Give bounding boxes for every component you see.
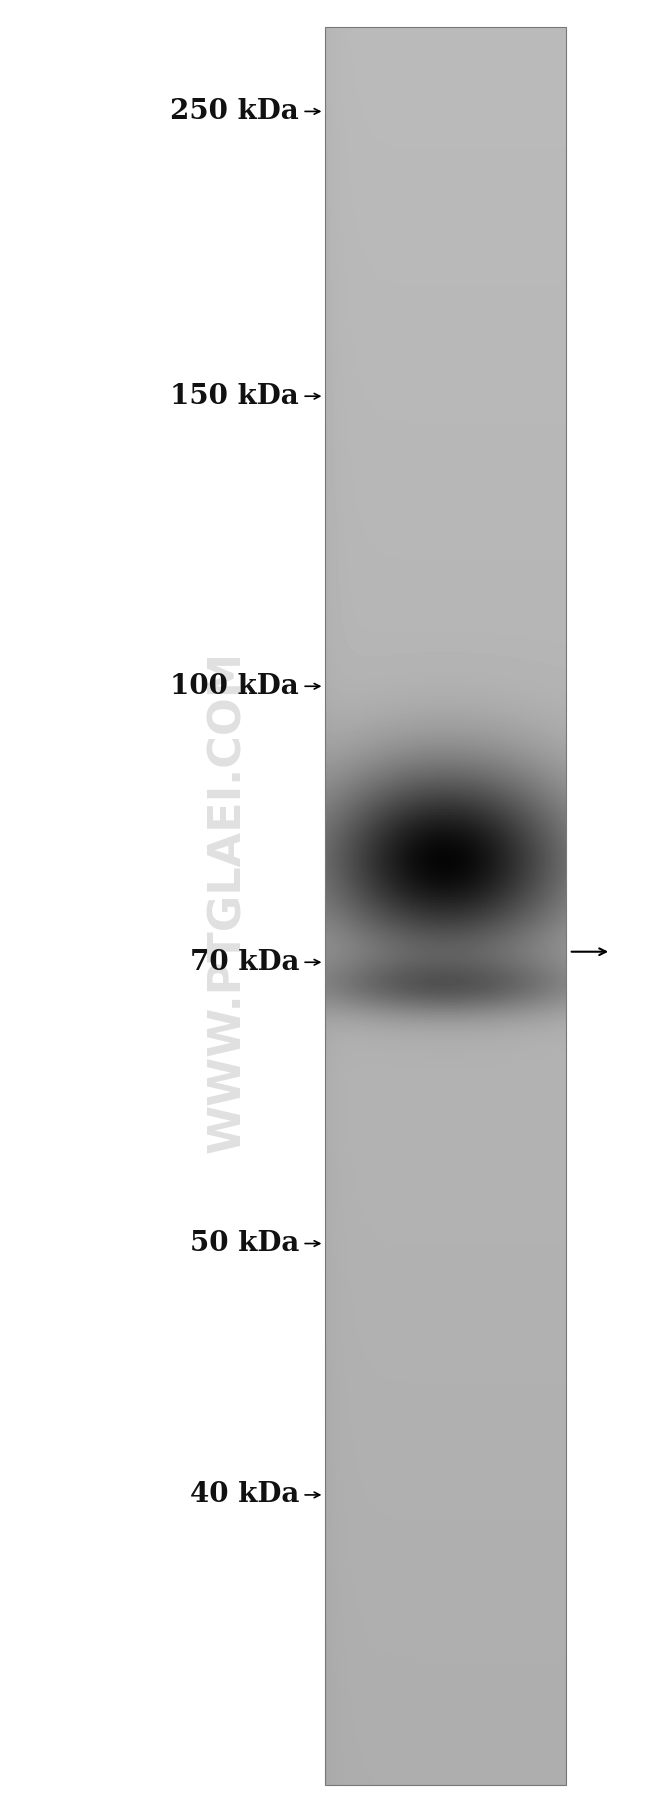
Text: 40 kDa: 40 kDa bbox=[190, 1482, 299, 1509]
Text: WWW.PTGLAEI.COM: WWW.PTGLAEI.COM bbox=[206, 651, 249, 1152]
Text: 100 kDa: 100 kDa bbox=[170, 673, 299, 700]
Text: 250 kDa: 250 kDa bbox=[170, 97, 299, 124]
Text: 50 kDa: 50 kDa bbox=[190, 1230, 299, 1257]
Text: 150 kDa: 150 kDa bbox=[170, 382, 299, 409]
Text: 70 kDa: 70 kDa bbox=[190, 948, 299, 975]
